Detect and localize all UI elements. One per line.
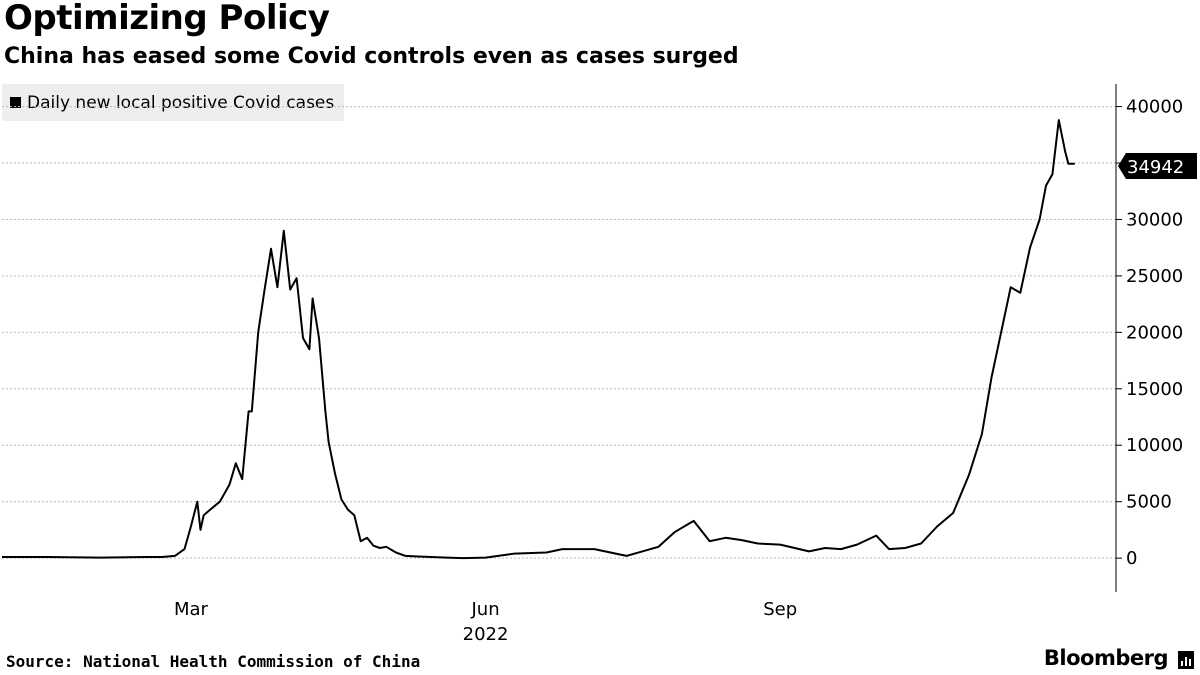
chart-subtitle: China has eased some Covid controls even… [4,44,739,69]
y-tick-label: 25000 [1126,266,1183,287]
series-line-daily-cases [2,119,1075,560]
chart-title: Optimizing Policy [4,0,330,38]
x-tick-label: Jun [470,599,499,620]
y-tick-label: 0 [1126,548,1137,569]
x-year-label: 2022 [463,624,509,645]
y-tick-label: 10000 [1126,435,1183,456]
series-layer [2,119,1075,560]
source-note: Source: National Health Commission of Ch… [6,652,421,671]
last-value-callout-box [1118,153,1197,179]
y-tick-label: 5000 [1126,492,1172,513]
y-tick-label: 30000 [1126,209,1183,230]
x-tick-labels: Mar Jun Sep 2022 [174,599,797,645]
y-tick-label: 40000 [1126,97,1183,118]
legend-label: Daily new local positive Covid cases [27,92,335,113]
x-tick-label: Mar [174,599,209,620]
gridlines [2,106,1122,559]
chart-legend: Daily new local positive Covid cases [2,84,345,121]
legend-swatch [10,97,21,108]
x-tick-label: Sep [763,599,797,620]
bloomberg-chart-icon [1178,651,1194,669]
last-value-label: 34942 [1127,157,1184,178]
y-tick-label: 20000 [1126,322,1183,343]
y-tick-label: 15000 [1126,379,1183,400]
last-value-callout: 34942 [1118,153,1197,179]
brand-logo-text: Bloomberg [1043,646,1169,670]
